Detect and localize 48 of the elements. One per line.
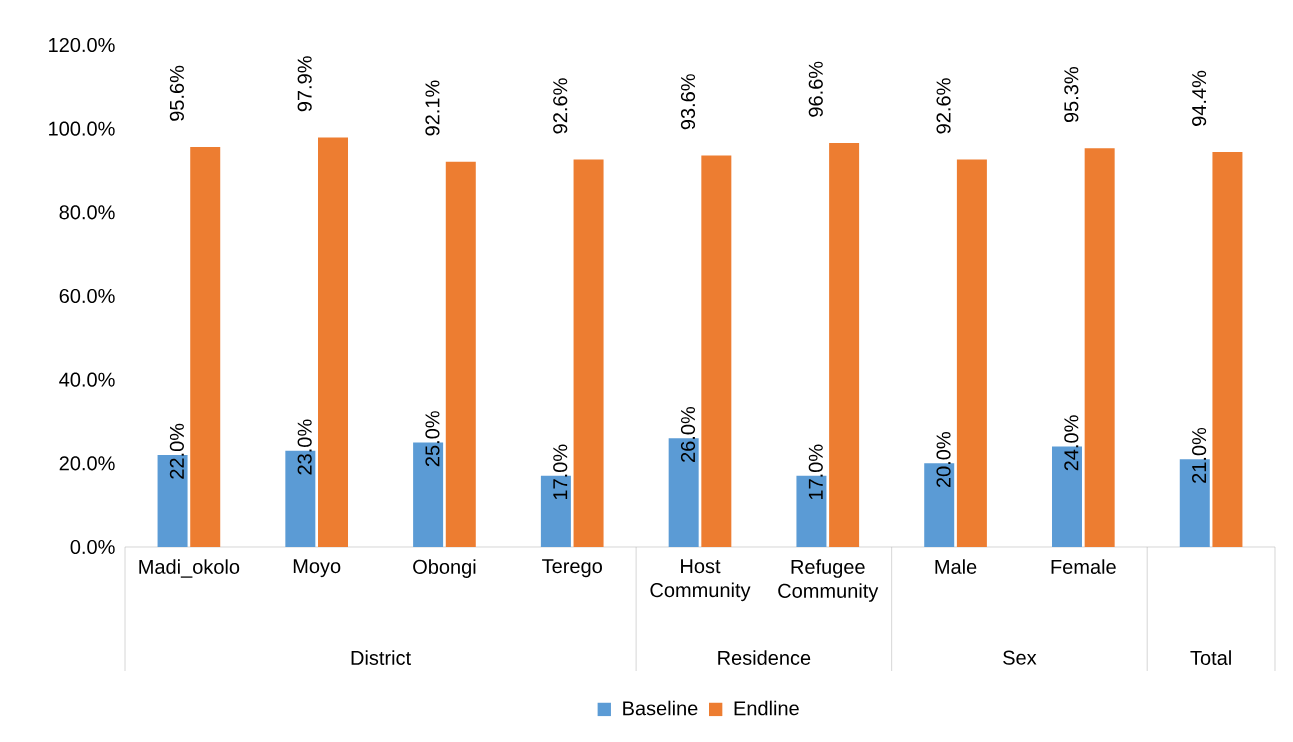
bar xyxy=(573,159,604,547)
bar xyxy=(956,159,987,547)
x-tick-label: Female xyxy=(1051,559,1116,574)
bar xyxy=(445,161,476,547)
data-label: 25.0% xyxy=(425,411,440,467)
data-label: 20.0% xyxy=(936,432,951,488)
y-tick-label: 20.0% xyxy=(59,456,115,471)
bar xyxy=(1212,152,1243,547)
x-tick-label: Moyo xyxy=(293,559,341,578)
data-label: 17.0% xyxy=(808,444,823,500)
y-tick-label: 80.0% xyxy=(59,205,115,220)
data-label: 94.4% xyxy=(1192,70,1207,126)
y-tick-label: 120.0% xyxy=(49,37,115,53)
data-label: 96.6% xyxy=(808,61,823,117)
data-label: 21.0% xyxy=(1192,427,1207,483)
text: Residence xyxy=(718,650,811,665)
x-tick-label: Host Community xyxy=(650,559,751,602)
bar xyxy=(829,142,860,547)
data-label: 92.6% xyxy=(936,78,951,134)
data-label: 92.6% xyxy=(553,78,568,134)
y-tick-label: 100.0% xyxy=(49,121,115,136)
data-label: 92.1% xyxy=(425,80,440,136)
text: Sex xyxy=(1003,650,1037,665)
legend-label: Endline xyxy=(734,700,799,716)
data-label: 17.0% xyxy=(553,444,568,500)
data-label: 95.3% xyxy=(1064,67,1079,123)
x-tick-label: Terego xyxy=(542,559,602,578)
data-label: 22.0% xyxy=(169,423,184,479)
x-tick-label: Madi_okolo xyxy=(139,559,240,578)
data-label: 26.0% xyxy=(680,406,696,462)
x-tick-label: Refugee Community xyxy=(778,559,879,602)
text: District xyxy=(351,650,411,665)
bar xyxy=(1084,148,1115,547)
text: Total xyxy=(1190,650,1231,665)
bar xyxy=(318,137,349,547)
y-tick-label: 40.0% xyxy=(59,372,115,387)
data-label: 23.0% xyxy=(297,419,312,475)
x-tick-label: Obongi xyxy=(413,559,476,578)
y-tick-label: 0.0% xyxy=(70,539,115,555)
data-label: 93.6% xyxy=(680,74,696,130)
x-tick-label: Male xyxy=(935,559,977,574)
legend-label: Baseline xyxy=(623,700,698,716)
bar xyxy=(701,155,732,547)
bar xyxy=(190,147,221,547)
data-label: 95.6% xyxy=(169,65,184,121)
y-tick-label: 60.0% xyxy=(59,288,115,304)
data-label: 24.0% xyxy=(1064,415,1079,471)
data-label: 97.9% xyxy=(297,56,312,112)
